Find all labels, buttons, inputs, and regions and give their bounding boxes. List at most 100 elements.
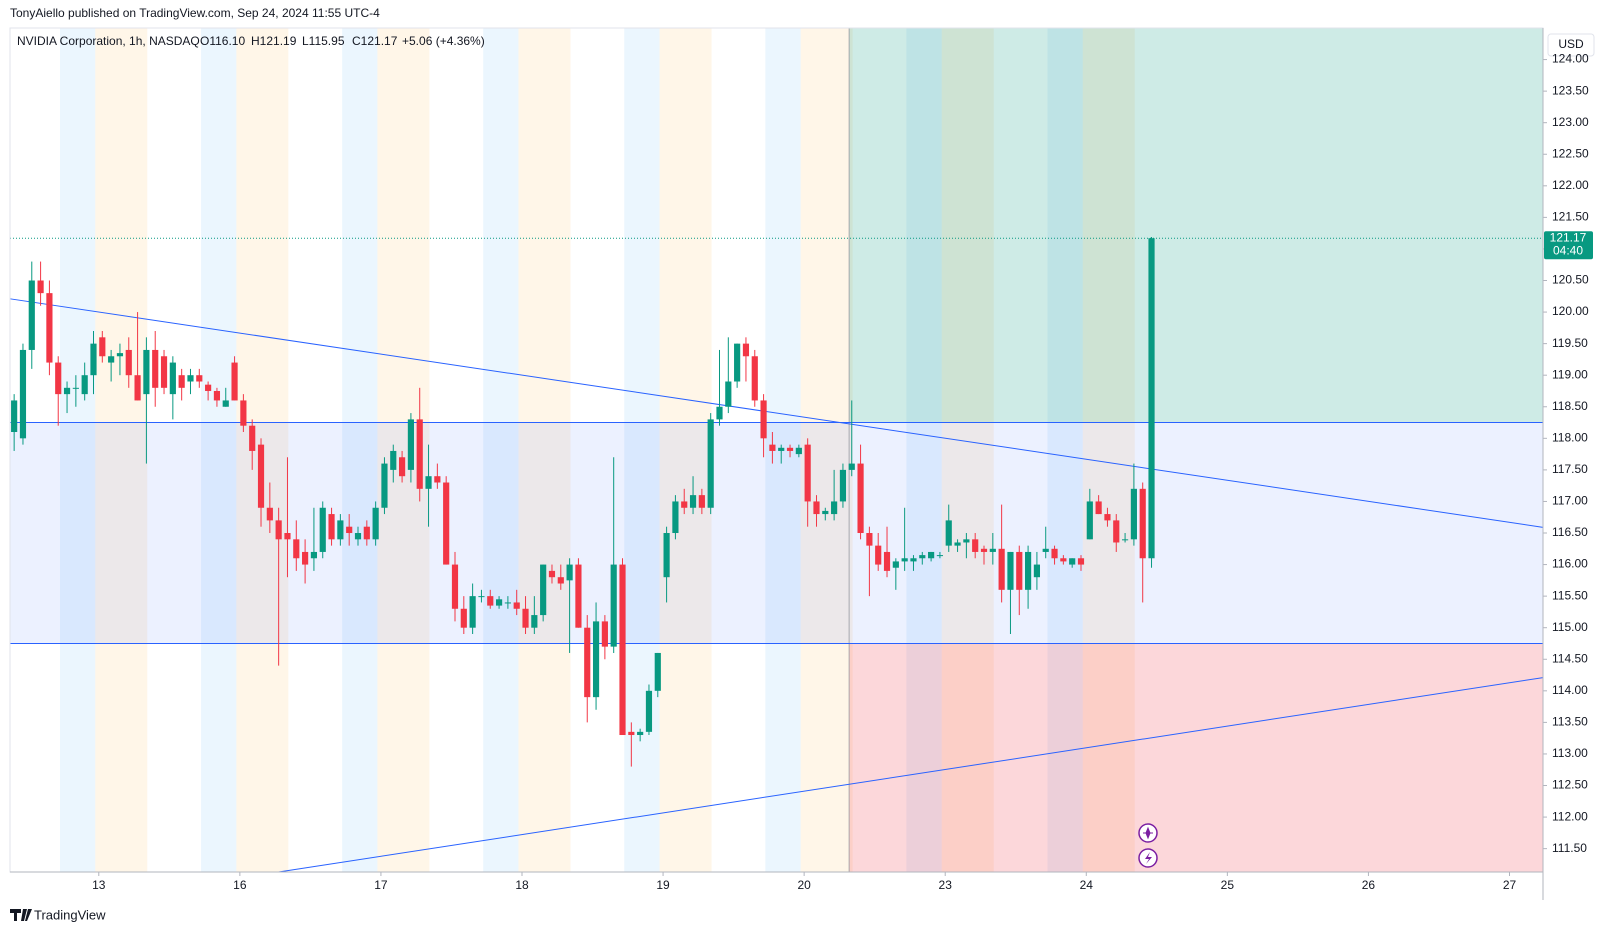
candle-body [28, 280, 35, 350]
y-tick-label: 113.50 [1552, 715, 1588, 729]
candle-body [839, 469, 847, 502]
candle-body [875, 545, 882, 565]
candle-body [257, 444, 265, 508]
candle-body [566, 564, 573, 581]
candle-body [681, 501, 688, 508]
candle-body [275, 520, 282, 540]
candle-body [90, 343, 97, 376]
candle-body [99, 337, 106, 357]
candle-body [1025, 551, 1032, 590]
candle-body [363, 526, 370, 540]
candle-body [134, 375, 141, 401]
y-tick-label: 114.00 [1552, 683, 1588, 697]
y-tick-label: 116.50 [1552, 525, 1588, 539]
candle-body [487, 596, 494, 606]
premarket-band [483, 28, 519, 872]
x-tick-label: 27 [1503, 878, 1517, 892]
candle-body [354, 533, 362, 540]
candle-body [989, 548, 996, 552]
premarket-band [906, 28, 942, 872]
y-tick-label: 112.50 [1552, 778, 1588, 792]
candle-body [831, 501, 838, 515]
candle-body [495, 599, 503, 606]
candle-body [954, 542, 961, 546]
toolbar-icons [1138, 823, 1158, 868]
candle-body [125, 349, 132, 376]
candle-body [416, 419, 423, 489]
y-tick-label: 120.00 [1552, 304, 1589, 318]
candle-body [1113, 520, 1120, 543]
last-price-label: 121.17 [1550, 230, 1587, 244]
candle-body [901, 558, 908, 562]
currency[interactable]: USD [1558, 37, 1584, 51]
x-tick-label: 13 [92, 878, 106, 892]
y-tick-label: 111.50 [1552, 841, 1587, 855]
candle-body [205, 384, 212, 391]
y-tick-label: 120.50 [1552, 273, 1589, 287]
candle-body [919, 555, 926, 559]
candle-body [337, 520, 344, 540]
candle-body [319, 507, 326, 552]
premarket-band [342, 28, 378, 872]
candle-body [152, 349, 159, 388]
candle-body [584, 627, 591, 698]
candle-body [892, 561, 899, 568]
premarket-band [201, 28, 237, 872]
candle-body [63, 387, 71, 395]
candle-body [55, 362, 62, 395]
y-tick-label: 121.50 [1552, 210, 1589, 224]
candle-body [592, 621, 600, 698]
candle-body [645, 690, 653, 732]
candle-body [143, 349, 150, 395]
candle-body [469, 596, 476, 628]
y-tick-label: 122.00 [1552, 178, 1589, 192]
candle-body [81, 375, 88, 395]
candle-body [1095, 501, 1102, 515]
candle-body [795, 447, 802, 455]
candle-body [822, 510, 829, 515]
candle-body [1007, 551, 1014, 590]
premarket-band [1047, 28, 1083, 872]
currency-box[interactable] [1547, 33, 1595, 57]
candle-body [240, 400, 247, 426]
candle-body [302, 551, 309, 565]
byline: TonyAiello published on TradingView.com,… [10, 6, 380, 20]
y-tick-label: 122.50 [1552, 146, 1589, 160]
y-tick-label: 123.00 [1552, 115, 1589, 129]
y-tick-label: 119.00 [1552, 367, 1588, 381]
last-price-box [1544, 231, 1593, 260]
candle-body [760, 400, 767, 439]
profit-zone [849, 28, 1543, 423]
postmarket-band [1082, 28, 1135, 872]
candle-body [478, 596, 485, 598]
candle-body [742, 343, 750, 357]
y-tick-label: 123.50 [1552, 83, 1589, 97]
candle-body [786, 447, 794, 451]
y-tick-label: 115.50 [1552, 588, 1588, 602]
candle-body [1148, 238, 1155, 559]
ohlc-low: L115.95 [302, 34, 345, 48]
candle-body [707, 419, 714, 508]
ohlc-close: C121.17 [352, 34, 398, 48]
candle-body [972, 539, 979, 552]
candle-body [928, 551, 935, 559]
candle-body [1069, 558, 1076, 565]
y-tick-label: 118.50 [1552, 399, 1588, 413]
candle-body [451, 564, 459, 609]
candle-body [610, 564, 617, 647]
candle-body [734, 343, 741, 382]
candle-body [187, 375, 194, 382]
candle-body [980, 548, 988, 552]
candle-body [628, 731, 635, 736]
candle-body [37, 280, 44, 294]
candle-body [108, 356, 115, 363]
x-tick-label: 17 [374, 878, 388, 892]
candle-body [601, 621, 608, 647]
candle-body [1051, 548, 1058, 559]
candle-body [910, 558, 917, 562]
brand-logo [10, 909, 32, 921]
y-tick-label: 114.50 [1552, 651, 1588, 665]
candle-body [293, 539, 300, 559]
candle-body [1033, 564, 1040, 578]
marks-layer [9, 236, 1544, 873]
